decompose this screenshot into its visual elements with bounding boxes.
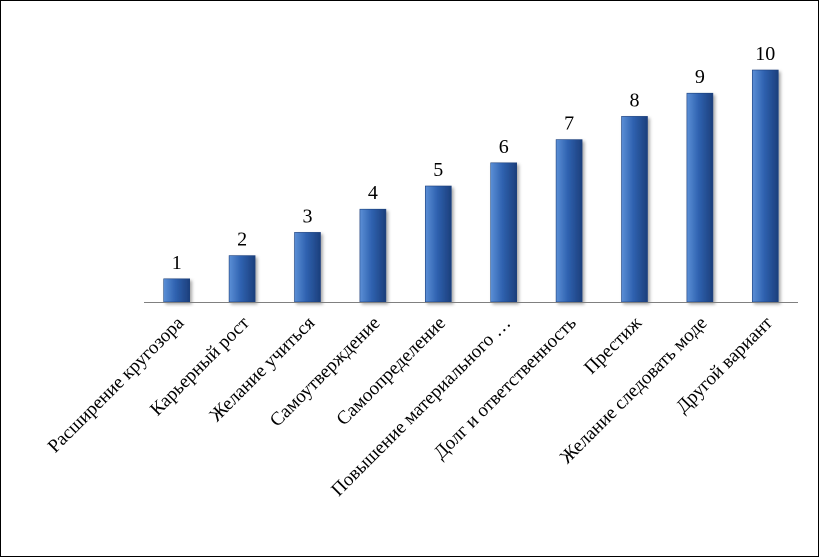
- bar: [490, 162, 518, 303]
- category-label: Самоутверждение: [266, 313, 384, 431]
- bar: [294, 232, 321, 303]
- category-label: Престиж: [580, 312, 646, 378]
- data-label: 7: [564, 113, 574, 135]
- data-label: 9: [695, 66, 705, 88]
- data-label: 8: [630, 89, 640, 111]
- bar: [751, 69, 779, 303]
- bar: [686, 92, 714, 303]
- bars-layer: [163, 69, 779, 303]
- data-label: 2: [237, 229, 247, 251]
- data-label: 1: [172, 252, 182, 274]
- value-labels-layer: 1 2 3 4 5 6 7 8 9 10: [172, 43, 776, 274]
- bar: [424, 185, 452, 303]
- bar: [163, 278, 190, 303]
- data-label: 5: [433, 159, 443, 181]
- bar: [228, 255, 256, 303]
- bar: [555, 139, 583, 303]
- bar: [359, 208, 387, 303]
- category-label: Самоопределение: [333, 313, 450, 430]
- data-label: 6: [499, 136, 509, 158]
- data-label: 10: [755, 43, 775, 65]
- bar: [621, 116, 648, 303]
- data-label: 3: [303, 205, 313, 227]
- data-label: 4: [368, 182, 378, 204]
